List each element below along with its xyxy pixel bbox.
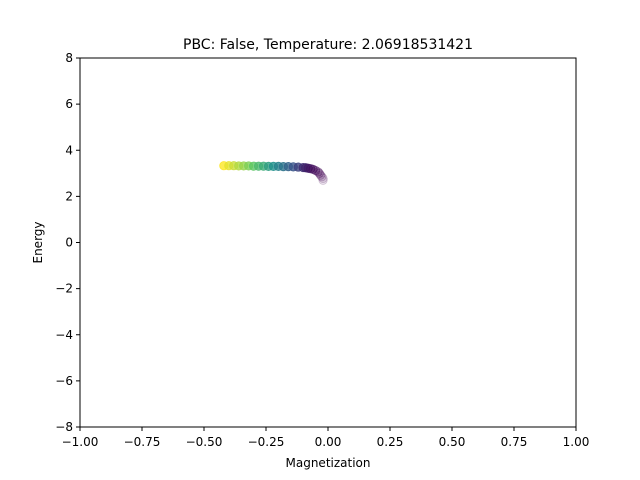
y-tick-label: 4	[65, 143, 73, 157]
x-axis-label: Magnetization	[286, 456, 371, 470]
y-tick-label: 2	[65, 189, 73, 203]
y-tick-label: 6	[65, 97, 73, 111]
y-tick-label: 8	[65, 51, 73, 65]
data-point	[313, 167, 323, 177]
x-tick-label: −0.50	[186, 435, 223, 449]
data-point	[310, 165, 321, 176]
data-point	[315, 170, 326, 180]
x-tick-label: −0.75	[124, 435, 161, 449]
data-point	[318, 173, 328, 183]
x-tick-label: −0.25	[248, 435, 285, 449]
data-point	[314, 168, 324, 178]
x-axis-ticks: −1.00 −0.75 −0.50 −0.25 0.00 0.25 0.50 0.75 1.00	[62, 427, 590, 449]
data-point	[318, 175, 328, 185]
data-point	[317, 172, 327, 182]
y-tick-label: 0	[65, 236, 73, 250]
y-axis-label: Energy	[31, 221, 45, 263]
y-tick-label: −6	[55, 374, 73, 388]
y-tick-label: −8	[55, 420, 73, 434]
x-tick-label: 0.75	[501, 435, 528, 449]
y-tick-label: −2	[55, 282, 73, 296]
x-tick-label: 0.50	[439, 435, 466, 449]
x-tick-label: 0.00	[315, 435, 342, 449]
chart-title: PBC: False, Temperature: 2.06918531421	[183, 37, 473, 53]
data-points	[219, 161, 328, 185]
y-tick-label: −4	[55, 328, 73, 342]
x-tick-label: 1.00	[563, 435, 590, 449]
data-point	[308, 164, 318, 174]
x-tick-label: 0.25	[377, 435, 404, 449]
y-axis-ticks: −8 −6 −4 −2 0 2 4 6 8	[55, 51, 80, 434]
x-tick-label: −1.00	[62, 435, 99, 449]
